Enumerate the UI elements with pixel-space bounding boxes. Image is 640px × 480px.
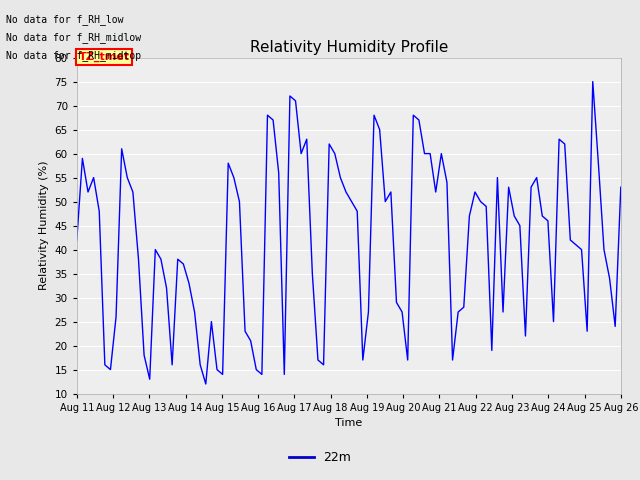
Text: No data for f_RH_low: No data for f_RH_low	[6, 14, 124, 25]
Text: TZ_tmet: TZ_tmet	[79, 52, 130, 62]
Title: Relativity Humidity Profile: Relativity Humidity Profile	[250, 40, 448, 55]
X-axis label: Time: Time	[335, 418, 362, 428]
Y-axis label: Relativity Humidity (%): Relativity Humidity (%)	[39, 161, 49, 290]
Text: No data for f_RH_midlow: No data for f_RH_midlow	[6, 32, 141, 43]
Legend: 22m: 22m	[284, 446, 356, 469]
Text: No data for f_RH_midtop: No data for f_RH_midtop	[6, 50, 141, 61]
